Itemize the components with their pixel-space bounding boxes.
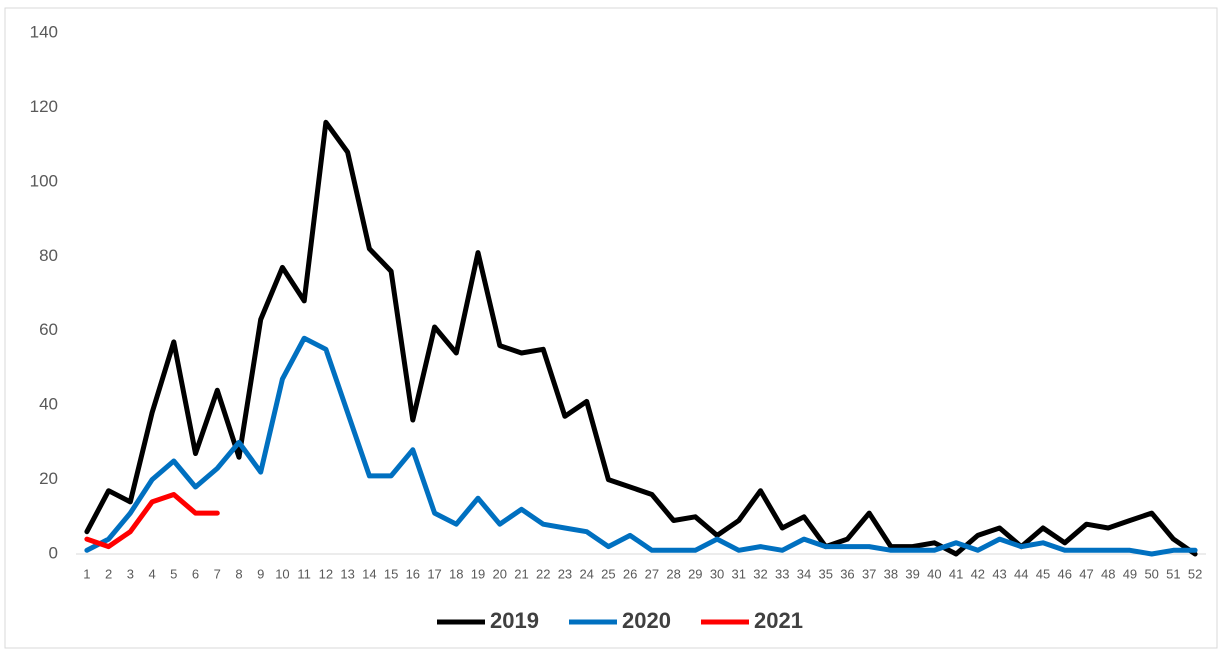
x-tick-label: 48 — [1101, 566, 1115, 581]
y-tick-label: 80 — [39, 246, 58, 265]
x-tick-label: 1 — [83, 566, 90, 581]
chart-frame — [4, 7, 1218, 649]
legend-label: 2021 — [754, 608, 803, 633]
y-tick-label: 0 — [49, 543, 58, 562]
x-tick-label: 5 — [170, 566, 177, 581]
x-tick-label: 47 — [1079, 566, 1093, 581]
x-tick-label: 30 — [710, 566, 724, 581]
x-tick-label: 38 — [884, 566, 898, 581]
x-tick-label: 50 — [1144, 566, 1158, 581]
x-tick-label: 39 — [905, 566, 919, 581]
x-tick-label: 21 — [514, 566, 528, 581]
y-tick-label: 100 — [30, 171, 58, 190]
x-tick-label: 10 — [275, 566, 289, 581]
x-tick-label: 52 — [1188, 566, 1202, 581]
x-tick-label: 8 — [235, 566, 242, 581]
legend-label: 2019 — [490, 608, 539, 633]
x-tick-label: 43 — [992, 566, 1006, 581]
x-tick-label: 32 — [753, 566, 767, 581]
x-tick-label: 49 — [1123, 566, 1137, 581]
x-tick-label: 14 — [362, 566, 376, 581]
x-tick-label: 17 — [427, 566, 441, 581]
x-tick-label: 11 — [297, 566, 311, 581]
x-tick-label: 16 — [406, 566, 420, 581]
x-tick-label: 31 — [732, 566, 746, 581]
x-tick-label: 2 — [105, 566, 112, 581]
x-tick-label: 7 — [214, 566, 221, 581]
x-tick-label: 15 — [384, 566, 398, 581]
x-tick-label: 19 — [471, 566, 485, 581]
data-line — [84, 492, 220, 550]
x-tick-label: 4 — [148, 566, 155, 581]
x-tick-label: 51 — [1166, 566, 1180, 581]
x-tick-label: 41 — [949, 566, 963, 581]
x-tick-label: 18 — [449, 566, 463, 581]
x-tick-label: 23 — [558, 566, 572, 581]
x-tick-label: 6 — [192, 566, 199, 581]
x-tick-label: 33 — [775, 566, 789, 581]
x-tick-label: 35 — [818, 566, 832, 581]
y-tick-label: 40 — [39, 395, 58, 414]
x-tick-label: 20 — [493, 566, 507, 581]
x-tick-label: 12 — [319, 566, 333, 581]
x-tick-label: 27 — [645, 566, 659, 581]
x-tick-label: 36 — [840, 566, 854, 581]
x-tick-label: 9 — [257, 566, 264, 581]
x-tick-label: 37 — [862, 566, 876, 581]
y-tick-label: 20 — [39, 469, 58, 488]
x-tick-label: 26 — [623, 566, 637, 581]
x-tick-label: 13 — [340, 566, 354, 581]
x-tick-label: 45 — [1036, 566, 1050, 581]
data-line — [84, 335, 1198, 557]
legend-label: 2020 — [622, 608, 671, 633]
y-tick-label: 120 — [30, 97, 58, 116]
x-tick-label: 40 — [927, 566, 941, 581]
x-tick-label: 44 — [1014, 566, 1028, 581]
x-tick-label: 24 — [579, 566, 593, 581]
x-tick-label: 29 — [688, 566, 702, 581]
x-tick-label: 42 — [971, 566, 985, 581]
x-tick-label: 28 — [666, 566, 680, 581]
x-tick-label: 3 — [127, 566, 134, 581]
y-tick-label: 140 — [30, 22, 58, 41]
x-tick-label: 34 — [797, 566, 811, 581]
y-tick-label: 60 — [39, 320, 58, 339]
x-tick-label: 46 — [1058, 566, 1072, 581]
data-line — [84, 119, 1198, 557]
x-tick-label: 22 — [536, 566, 550, 581]
x-tick-label: 25 — [601, 566, 615, 581]
